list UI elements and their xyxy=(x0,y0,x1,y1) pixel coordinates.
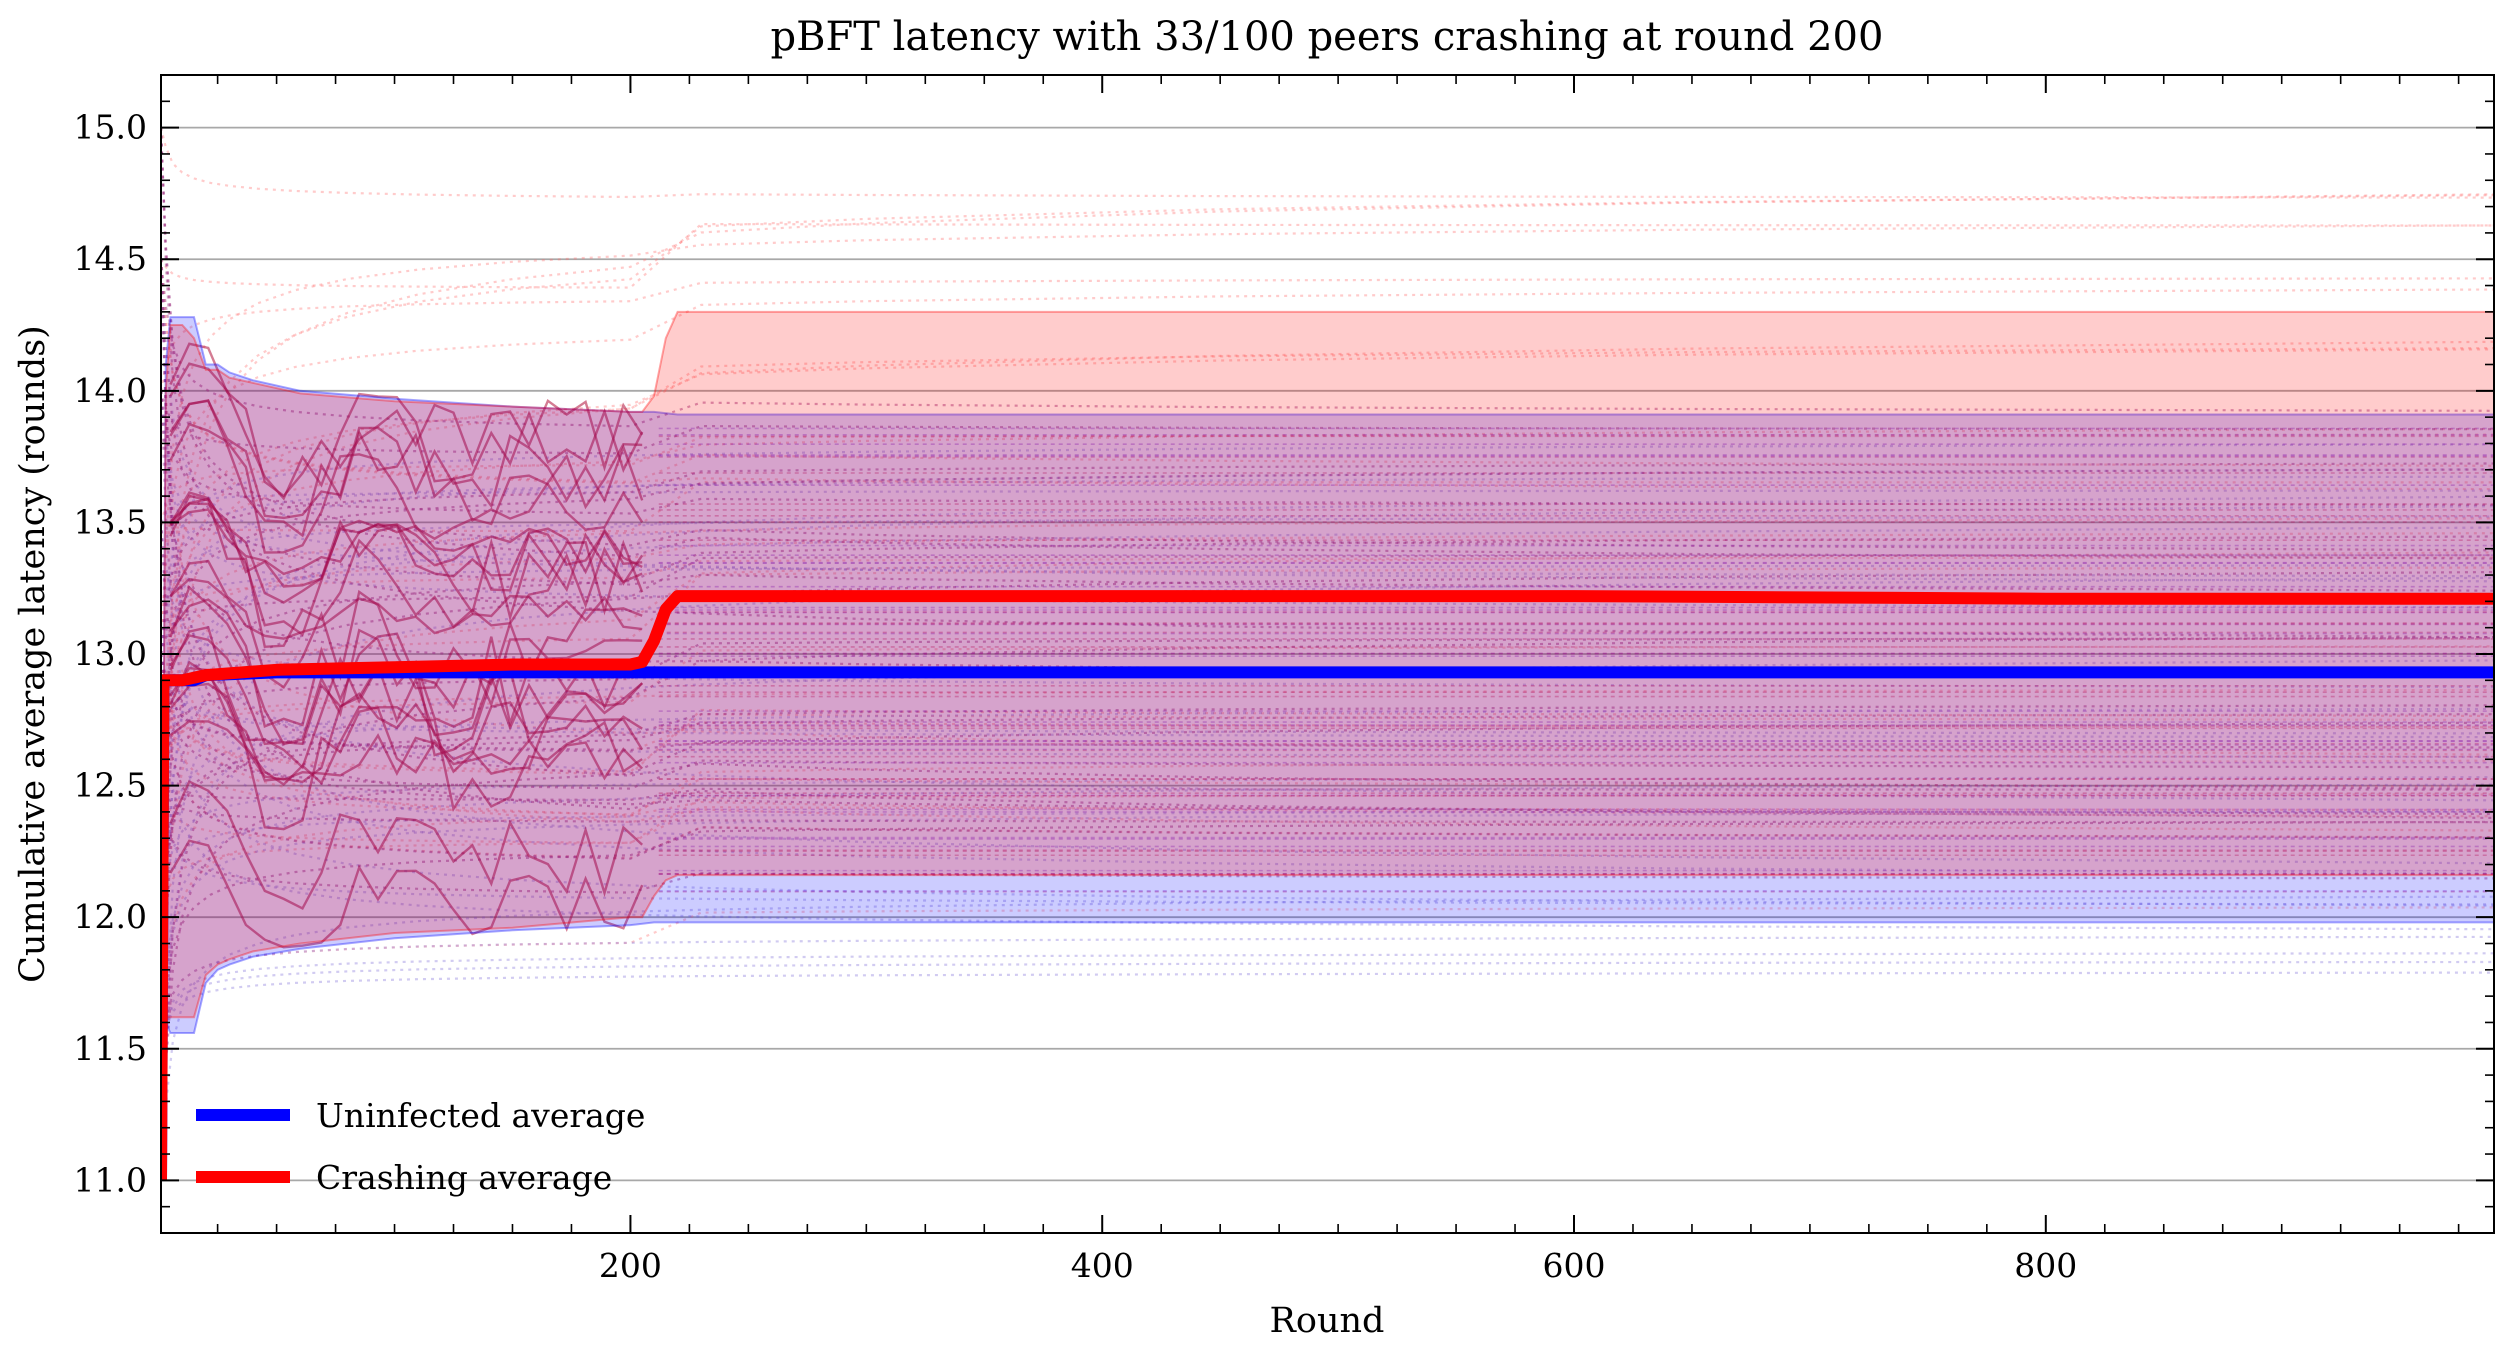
peer-trace xyxy=(169,497,643,604)
peer-trace xyxy=(161,906,2494,1049)
peer-trace xyxy=(169,839,644,949)
peer-trace xyxy=(161,390,2494,676)
y-tick-label: 13.5 xyxy=(74,502,147,541)
peer-trace xyxy=(161,259,2494,819)
peer-trace xyxy=(161,288,2494,655)
peer-trace xyxy=(161,785,2494,894)
peer-trace xyxy=(161,784,2494,802)
peer-trace xyxy=(169,422,644,554)
x-tick-label: 600 xyxy=(1543,1246,1606,1285)
peer-trace xyxy=(169,577,643,640)
peer-trace xyxy=(169,660,643,831)
peer-trace xyxy=(161,127,2494,199)
y-tick-label: 12.5 xyxy=(74,766,147,805)
peer-trace xyxy=(161,759,2494,1049)
x-tick-label: 400 xyxy=(1071,1246,1134,1285)
peer-trace xyxy=(161,347,2494,786)
peer-trace xyxy=(169,634,643,746)
peer-trace xyxy=(161,721,2494,1181)
peer-trace xyxy=(161,707,2494,918)
y-tick-label: 11.5 xyxy=(74,1029,147,1068)
peer-trace xyxy=(161,653,2494,931)
peer-trace xyxy=(161,688,2494,786)
peer-trace xyxy=(161,522,2494,689)
x-tick-label: 800 xyxy=(2014,1246,2077,1285)
y-tick-labels: 11.0 11.5 12.0 12.5 13.0 13.5 14.0 14.5 15.0 xyxy=(74,108,147,1200)
legend-label-uninfected: Uninfected average xyxy=(316,1096,645,1135)
range-band xyxy=(161,310,2494,1181)
y-axis-label: Cumulative average latency (rounds) xyxy=(13,325,53,983)
peer-trace xyxy=(161,785,2494,844)
range-bands xyxy=(161,310,2494,1181)
axis-ticks xyxy=(161,74,2494,1233)
grid xyxy=(161,126,2494,1182)
peer-trace xyxy=(161,522,2494,818)
peer-trace xyxy=(161,704,2494,918)
peer-trace xyxy=(169,399,644,520)
peer-trace xyxy=(161,532,2494,786)
y-tick-label: 13.0 xyxy=(74,634,147,673)
peer-trace xyxy=(161,809,2494,918)
y-tick-label: 11.0 xyxy=(74,1160,147,1199)
peer-trace xyxy=(161,895,2494,1181)
peer-trace xyxy=(161,971,2494,1050)
peer-trace xyxy=(161,390,2494,578)
peer-trace xyxy=(169,399,643,538)
peer-trace xyxy=(161,935,2494,1049)
peer-trace xyxy=(161,480,2494,533)
crashing-average-line xyxy=(161,590,2494,1181)
peer-trace xyxy=(161,259,2494,756)
x-tick-labels: 200 400 600 800 xyxy=(599,1246,2077,1285)
peer-trace xyxy=(161,224,2494,655)
y-tick-label: 15.0 xyxy=(74,108,147,147)
peer-trace xyxy=(161,776,2494,918)
peer-trace xyxy=(161,645,2494,786)
peer-trace xyxy=(161,259,2494,583)
peer-trace xyxy=(161,462,2494,655)
peer-trace xyxy=(161,517,2494,786)
peer-trace xyxy=(161,127,2494,552)
peer-trace xyxy=(161,960,2494,1050)
x-tick-label: 200 xyxy=(599,1246,662,1285)
legend-label-crashing: Crashing average xyxy=(316,1158,612,1197)
peer-trace xyxy=(169,342,644,498)
peer-trace xyxy=(161,535,2494,918)
x-axis-label: Round xyxy=(1270,1301,1385,1341)
peer-trace xyxy=(161,653,2494,739)
peer-trace xyxy=(161,495,2494,1049)
peer-trace xyxy=(161,390,2494,875)
legend: Uninfected average Crashing average xyxy=(196,1096,645,1197)
peer-trace xyxy=(161,259,2494,592)
peer-trace xyxy=(161,952,2494,1050)
y-tick-label: 12.0 xyxy=(74,897,147,936)
peer-trace xyxy=(161,713,2494,918)
y-tick-label: 14.0 xyxy=(74,371,147,410)
average-series xyxy=(161,590,2494,1181)
peer-trace xyxy=(161,522,2494,907)
y-tick-label: 14.5 xyxy=(74,239,147,278)
peer-trace xyxy=(169,598,643,729)
peer-trace xyxy=(161,653,2494,860)
peer-trace xyxy=(161,785,2494,824)
peer-trace xyxy=(161,653,2494,735)
peer-trace xyxy=(169,779,644,911)
peer-trace xyxy=(161,489,2494,523)
peer-trace xyxy=(161,556,2494,655)
peer-latency-traces xyxy=(161,127,2494,1181)
peer-trace xyxy=(169,682,644,787)
peer-trace xyxy=(161,653,2494,773)
range-band xyxy=(161,316,2494,1181)
peer-trace xyxy=(161,636,2494,1181)
peer-trace xyxy=(161,222,2494,289)
chart-title: pBFT latency with 33/100 peers crashing … xyxy=(771,14,1884,60)
peer-trace xyxy=(169,720,644,781)
peer-trace xyxy=(169,362,644,501)
